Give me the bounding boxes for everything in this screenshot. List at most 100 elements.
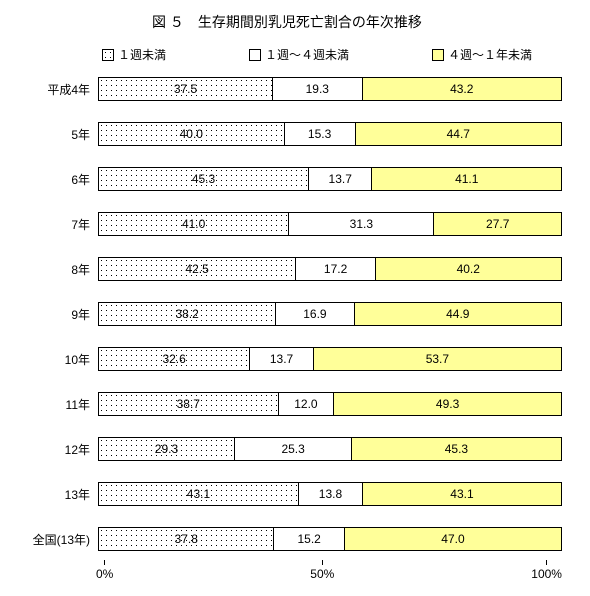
- bar-segment: 13.8: [298, 483, 362, 505]
- x-axis: 0%50%100%: [12, 560, 562, 581]
- segment-value: 13.7: [270, 352, 293, 366]
- segment-value: 40.0: [180, 127, 203, 141]
- segment-value: 15.2: [297, 532, 320, 546]
- bar-track: 43.1 13.8 43.1: [98, 482, 562, 506]
- bar-segment: 15.2: [273, 528, 344, 550]
- bar-segment: 43.1: [98, 483, 298, 505]
- y-axis-label: 8年: [22, 261, 98, 278]
- segment-value: 41.1: [455, 172, 478, 186]
- y-axis-label: 10年: [22, 351, 98, 368]
- y-axis-label: 9年: [22, 306, 98, 323]
- bar-segment: 44.9: [354, 303, 562, 325]
- chart-row: 平成4年 37.5 19.3 43.2: [22, 77, 562, 101]
- bar-segment: 38.2: [98, 303, 275, 325]
- bar-track: 37.8 15.2 47.0: [98, 527, 562, 551]
- legend-swatch: [102, 49, 114, 61]
- segment-value: 37.5: [174, 82, 197, 96]
- bar-segment: 49.3: [333, 393, 562, 415]
- y-axis-label: 11年: [22, 396, 98, 413]
- bar-track: 38.7 12.0 49.3: [98, 392, 562, 416]
- y-axis-label: 5年: [22, 126, 98, 143]
- bar-segment: 15.3: [284, 123, 355, 145]
- chart-row: 5年 40.0 15.3 44.7: [22, 122, 562, 146]
- chart-row: 11年 38.7 12.0 49.3: [22, 392, 562, 416]
- segment-value: 32.6: [162, 352, 185, 366]
- bar-segment: 25.3: [234, 438, 351, 460]
- chart-row: 7年 41.0 31.3 27.7: [22, 212, 562, 236]
- segment-value: 15.3: [308, 127, 331, 141]
- segment-value: 17.2: [324, 262, 347, 276]
- segment-value: 45.3: [445, 442, 468, 456]
- segment-value: 19.3: [306, 82, 329, 96]
- y-axis-label: 平成4年: [22, 81, 98, 98]
- x-axis-tick: 100%: [531, 560, 562, 581]
- legend-swatch: [432, 49, 444, 61]
- segment-value: 25.3: [281, 442, 304, 456]
- legend-item: ４週～１年未満: [432, 46, 532, 63]
- y-axis-label: 6年: [22, 171, 98, 188]
- stacked-bar-chart: 図 ５ 生存期間別乳児死亡割合の年次推移 １週未満１週～４週未満４週～１年未満 …: [0, 0, 590, 596]
- segment-value: 43.1: [450, 487, 473, 501]
- segment-value: 13.7: [329, 172, 352, 186]
- x-axis-tick: 0%: [96, 560, 113, 581]
- bar-track: 41.0 31.3 27.7: [98, 212, 562, 236]
- bar-segment: 27.7: [433, 213, 562, 235]
- segment-value: 42.5: [185, 262, 208, 276]
- bar-segment: 41.0: [98, 213, 288, 235]
- bar-segment: 37.5: [98, 78, 272, 100]
- y-axis-label: 13年: [22, 486, 98, 503]
- bar-segment: 32.6: [98, 348, 249, 370]
- chart-row: 9年 38.2 16.9 44.9: [22, 302, 562, 326]
- bar-segment: 43.1: [362, 483, 562, 505]
- y-axis-label: 7年: [22, 216, 98, 233]
- bar-segment: 41.1: [371, 168, 562, 190]
- segment-value: 47.0: [441, 532, 464, 546]
- bar-track: 40.0 15.3 44.7: [98, 122, 562, 146]
- segment-value: 43.1: [187, 487, 210, 501]
- segment-value: 43.2: [450, 82, 473, 96]
- chart-row: 6年45.3 13.7 41.1: [22, 167, 562, 191]
- segment-value: 41.0: [182, 217, 205, 231]
- bar-segment: 13.7: [308, 168, 372, 190]
- legend-label: １週～４週未満: [265, 46, 349, 63]
- bar-track: 29.3 25.3 45.3: [98, 437, 562, 461]
- bar-segment: 16.9: [275, 303, 353, 325]
- chart-row: 10年 32.6 13.7 53.7: [22, 347, 562, 371]
- segment-value: 12.0: [294, 397, 317, 411]
- segment-value: 27.7: [486, 217, 509, 231]
- legend-item: １週未満: [102, 46, 166, 63]
- legend-label: １週未満: [118, 46, 166, 63]
- chart-row: 13年 43.1 13.8 43.1: [22, 482, 562, 506]
- bar-track: 38.2 16.9 44.9: [98, 302, 562, 326]
- bar-segment: 45.3: [98, 168, 308, 190]
- chart-row: 全国(13年) 37.8 15.2 47.0: [22, 527, 562, 551]
- segment-value: 29.3: [155, 442, 178, 456]
- bar-track: 42.517.240.2: [98, 257, 562, 281]
- segment-value: 44.7: [447, 127, 470, 141]
- bar-segment: 45.3: [351, 438, 561, 460]
- segment-value: 38.7: [177, 397, 200, 411]
- chart-rows: 平成4年37.519.343.25年40.015.344.76年45.313.7…: [12, 77, 562, 551]
- legend-swatch: [249, 49, 261, 61]
- segment-value: 16.9: [303, 307, 326, 321]
- segment-value: 13.8: [319, 487, 342, 501]
- bar-segment: 13.7: [249, 348, 313, 370]
- bar-segment: 31.3: [288, 213, 433, 235]
- chart-row: 12年 29.3 25.3 45.3: [22, 437, 562, 461]
- bar-segment: 47.0: [344, 528, 562, 550]
- bar-segment: 42.5: [98, 258, 295, 280]
- bar-segment: 29.3: [98, 438, 234, 460]
- bar-segment: 12.0: [278, 393, 334, 415]
- bar-track: 45.3 13.7 41.1: [98, 167, 562, 191]
- y-axis-label: 12年: [22, 441, 98, 458]
- bar-segment: 53.7: [313, 348, 562, 370]
- bar-segment: 44.7: [355, 123, 562, 145]
- y-axis-label: 全国(13年): [22, 531, 98, 548]
- bar-segment: 37.8: [98, 528, 273, 550]
- segment-value: 37.8: [175, 532, 198, 546]
- chart-title: 図 ５ 生存期間別乳児死亡割合の年次推移: [12, 12, 562, 32]
- segment-value: 38.2: [175, 307, 198, 321]
- legend-label: ４週～１年未満: [448, 46, 532, 63]
- bar-segment: 40.0: [98, 123, 284, 145]
- bar-segment: 38.7: [98, 393, 278, 415]
